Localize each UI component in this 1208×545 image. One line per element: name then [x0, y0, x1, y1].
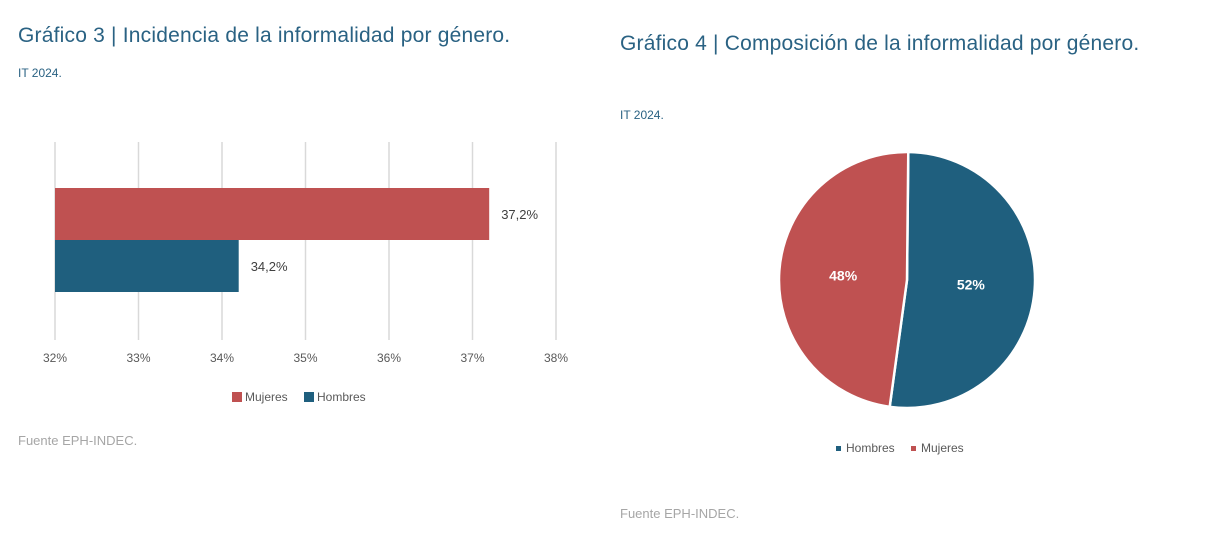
- bar-hombres: [55, 240, 239, 292]
- chart4-title: Gráfico 4 | Composición de la informalid…: [620, 32, 1140, 55]
- x-tick-label: 35%: [293, 351, 317, 365]
- legend-marker-mujeres: [911, 446, 916, 451]
- data-label: 34,2%: [251, 259, 288, 274]
- x-tick-label: 36%: [377, 351, 401, 365]
- legend-swatch-mujeres: [232, 392, 242, 402]
- pie-slice-hombres: [888, 150, 1037, 410]
- pie-slice-mujeres: [777, 150, 910, 409]
- chart3-title: Gráfico 3 | Incidencia de la informalida…: [18, 24, 511, 47]
- x-tick-label: 34%: [210, 351, 234, 365]
- data-label: 37,2%: [501, 207, 538, 222]
- legend-marker-hombres: [836, 446, 841, 451]
- slice-label: 48%: [829, 267, 858, 283]
- chart3-subtitle: IT 2024.: [18, 66, 62, 80]
- legend-label: Hombres: [846, 441, 895, 455]
- chart4-subtitle: IT 2024.: [620, 108, 664, 122]
- legend-swatch-hombres: [304, 392, 314, 402]
- x-tick-label: 32%: [43, 351, 67, 365]
- chart3-source: Fuente EPH-INDEC.: [18, 433, 138, 448]
- legend-label: Hombres: [317, 390, 366, 404]
- chart4-source: Fuente EPH-INDEC.: [620, 506, 740, 521]
- slice-label: 52%: [957, 277, 986, 293]
- legend-label: Mujeres: [245, 390, 288, 404]
- bar-mujeres: [55, 188, 490, 240]
- x-tick-label: 37%: [460, 351, 484, 365]
- legend-label: Mujeres: [921, 441, 964, 455]
- x-tick-label: 33%: [126, 351, 150, 365]
- x-tick-label: 38%: [544, 351, 568, 365]
